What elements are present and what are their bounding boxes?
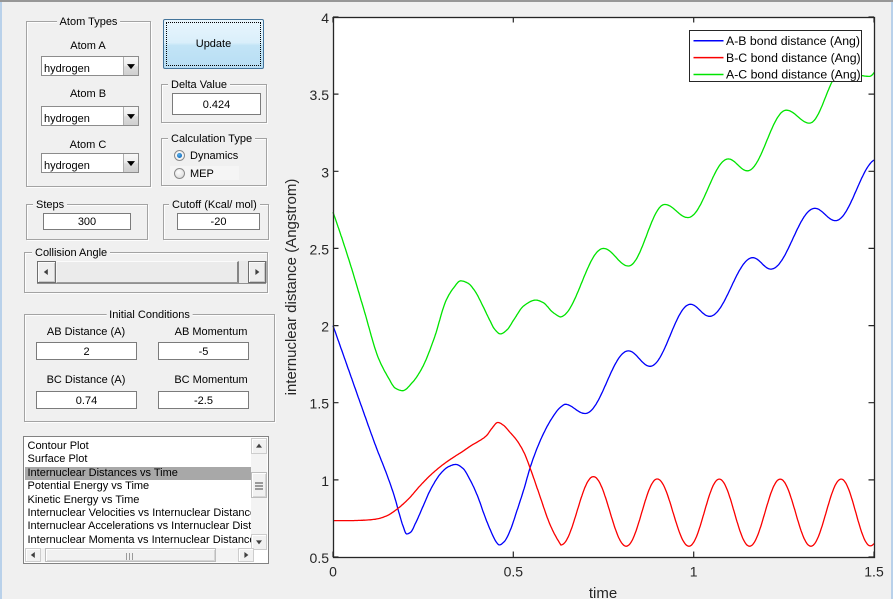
svg-text:2: 2	[321, 319, 329, 335]
svg-text:2.5: 2.5	[310, 241, 330, 257]
svg-text:B-C bond distance (Ang): B-C bond distance (Ang)	[726, 51, 861, 65]
svg-text:0.5: 0.5	[504, 564, 524, 580]
svg-text:time: time	[589, 585, 617, 599]
svg-text:3: 3	[321, 164, 329, 180]
svg-text:0: 0	[329, 564, 337, 580]
svg-text:4: 4	[321, 10, 329, 26]
svg-text:internuclear distance (Angstro: internuclear distance (Angstrom)	[283, 179, 300, 396]
svg-text:1: 1	[321, 473, 329, 489]
svg-text:3.5: 3.5	[310, 87, 330, 103]
svg-text:1.5: 1.5	[310, 396, 330, 412]
svg-text:1: 1	[690, 564, 698, 580]
svg-text:1.5: 1.5	[864, 564, 884, 580]
svg-text:A-B bond distance (Ang): A-B bond distance (Ang)	[726, 34, 860, 48]
svg-text:0.5: 0.5	[310, 550, 330, 566]
svg-text:A-C bond distance (Ang): A-C bond distance (Ang)	[726, 68, 861, 82]
